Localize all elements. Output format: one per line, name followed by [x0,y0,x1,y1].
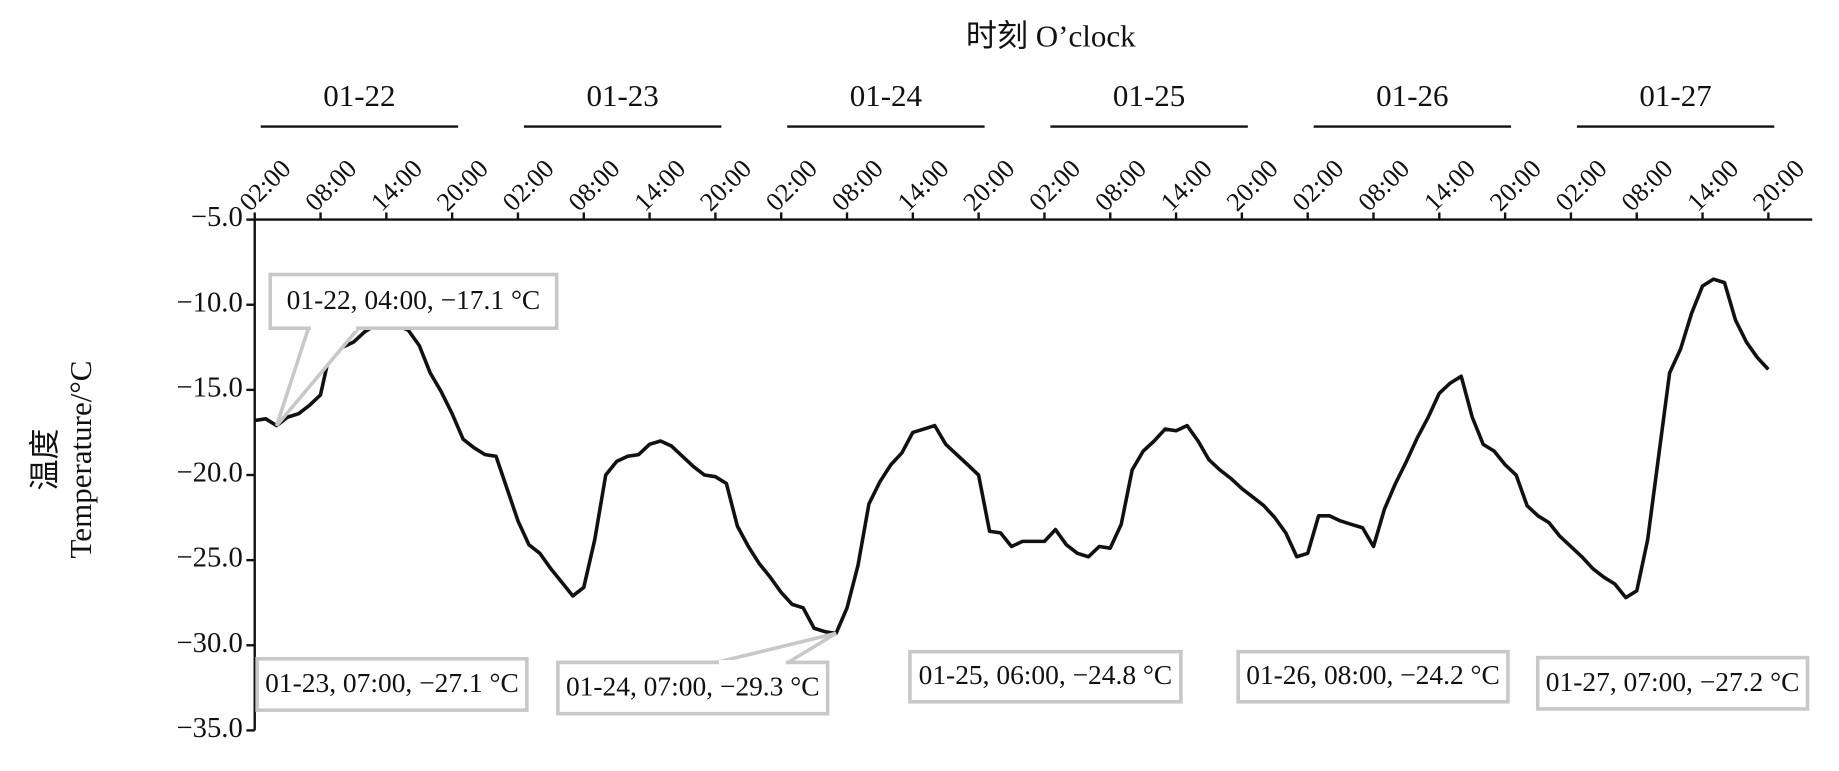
y-tick-label: −5.0 [191,201,243,233]
annotation-box [908,649,1183,704]
x-tick-label: 20:00 [431,154,494,217]
y-axis-title-zh: 温度 [27,428,62,490]
x-tick-label: 20:00 [1221,154,1284,217]
y-tick-label: −10.0 [177,286,243,318]
y-axis-title-en: Temperature/°C [63,361,98,559]
annotation-pointer [274,326,363,427]
y-tick-label: −25.0 [177,542,243,574]
x-tick-label: 14:00 [1418,154,1481,217]
annotation-label: 01-24, 07:00, −29.3 °C [566,672,820,702]
x-tick-label: 20:00 [694,154,757,217]
annotation: 01-27, 07:00, −27.2 °C [1535,655,1810,711]
annotation-box [268,272,559,331]
annotation: 01-26, 08:00, −24.2 °C [1236,649,1510,704]
x-tick-label: 08:00 [299,154,362,217]
x-tick-label: 20:00 [1747,154,1810,217]
annotation-box [255,657,529,712]
annotation-label: 01-26, 08:00, −24.2 °C [1246,660,1500,690]
y-tick-label: −35.0 [177,712,243,744]
x-group-label: 01-27 [1639,78,1711,113]
x-tick-label: 14:00 [892,154,955,217]
y-tick-label: −15.0 [177,371,243,403]
y-axis-title: 温度 Temperature/°C [27,361,98,559]
x-tick-label: 14:00 [365,154,428,217]
x-tick-label: 14:00 [629,154,692,217]
x-group-label: 01-23 [586,78,658,113]
x-group-label: 01-22 [323,78,395,113]
annotation-box [1236,649,1510,704]
annotation-label: 01-27, 07:00, −27.2 °C [1546,667,1800,697]
x-tick-label: 14:00 [1682,154,1745,217]
x-tick-label: 02:00 [234,154,297,217]
annotation-box [556,660,830,716]
x-tick-label: 08:00 [563,154,626,217]
x-axis-title: 时刻 O’clock [966,19,1136,54]
annotation: 01-25, 06:00, −24.8 °C [908,649,1183,704]
x-tick-label: 02:00 [1550,154,1613,217]
x-tick-label: 08:00 [1352,154,1415,217]
x-tick-label: 02:00 [1023,154,1086,217]
x-tick-label: 02:00 [760,154,823,217]
y-tick-label: −20.0 [177,457,243,489]
temperature-line [254,277,1770,636]
x-tick-label: 02:00 [1287,154,1350,217]
x-tick-label: 08:00 [826,154,889,217]
x-tick-label: 08:00 [1616,154,1679,217]
annotation-label: 01-25, 06:00, −24.8 °C [919,660,1173,690]
x-tick-label: 08:00 [1089,154,1152,217]
y-tick-label: −30.0 [177,627,243,659]
annotation-label: 01-22, 04:00, −17.1 °C [287,285,541,315]
x-tick-label: 20:00 [958,154,1021,217]
annotation-label: 01-23, 07:00, −27.1 °C [265,668,519,698]
annotation: 01-23, 07:00, −27.1 °C [255,657,529,712]
annotation-pointer [716,631,837,665]
x-tick-label: 14:00 [1155,154,1218,217]
annotation: 01-22, 04:00, −17.1 °C [268,272,559,427]
x-group-label: 01-24 [850,78,923,113]
annotation: 01-24, 07:00, −29.3 °C [556,631,837,716]
x-group-label: 01-26 [1376,78,1448,113]
x-tick-label: 20:00 [1484,154,1547,217]
annotation-box [1535,655,1810,711]
x-group-label: 01-25 [1113,78,1185,113]
x-tick-label: 02:00 [497,154,560,217]
